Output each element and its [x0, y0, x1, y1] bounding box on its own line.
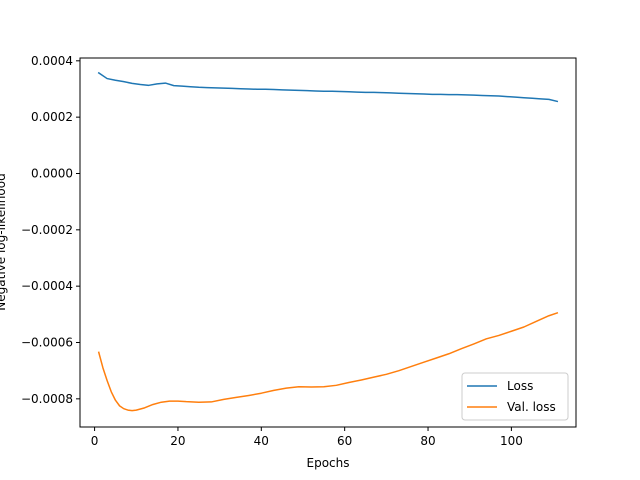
legend-label-val-loss: Val. loss [507, 400, 556, 414]
x-tick-label: 40 [254, 434, 269, 448]
x-tick-label: 20 [170, 434, 185, 448]
y-axis-label: Negative log-likelihood [0, 173, 8, 310]
y-tick-label: −0.0002 [21, 223, 73, 237]
x-tick-label: 80 [420, 434, 435, 448]
y-tick-label: −0.0006 [21, 335, 73, 349]
ticks: 0 20 40 60 80 100 −0.0008 −0.0006 −0.0004 −0.0002… [21, 54, 523, 448]
series-line-val-loss [97, 311, 559, 412]
plot-content [97, 71, 559, 412]
series-line-loss [97, 71, 559, 103]
y-tick-label: 0.0002 [31, 110, 73, 124]
x-tick-label: 0 [91, 434, 99, 448]
legend: Loss Val. loss [461, 372, 569, 421]
y-tick-label: 0.0004 [31, 54, 73, 68]
legend-label-loss: Loss [507, 379, 533, 393]
y-tick-label: −0.0008 [21, 392, 73, 406]
legend-box [461, 372, 569, 421]
axes-frame [79, 57, 577, 428]
x-axis-label: Epochs [307, 456, 350, 470]
x-tick-label: 60 [337, 434, 352, 448]
x-tick-label: 100 [500, 434, 523, 448]
y-tick-label: −0.0004 [21, 279, 73, 293]
y-tick-label: 0.0000 [31, 166, 73, 180]
